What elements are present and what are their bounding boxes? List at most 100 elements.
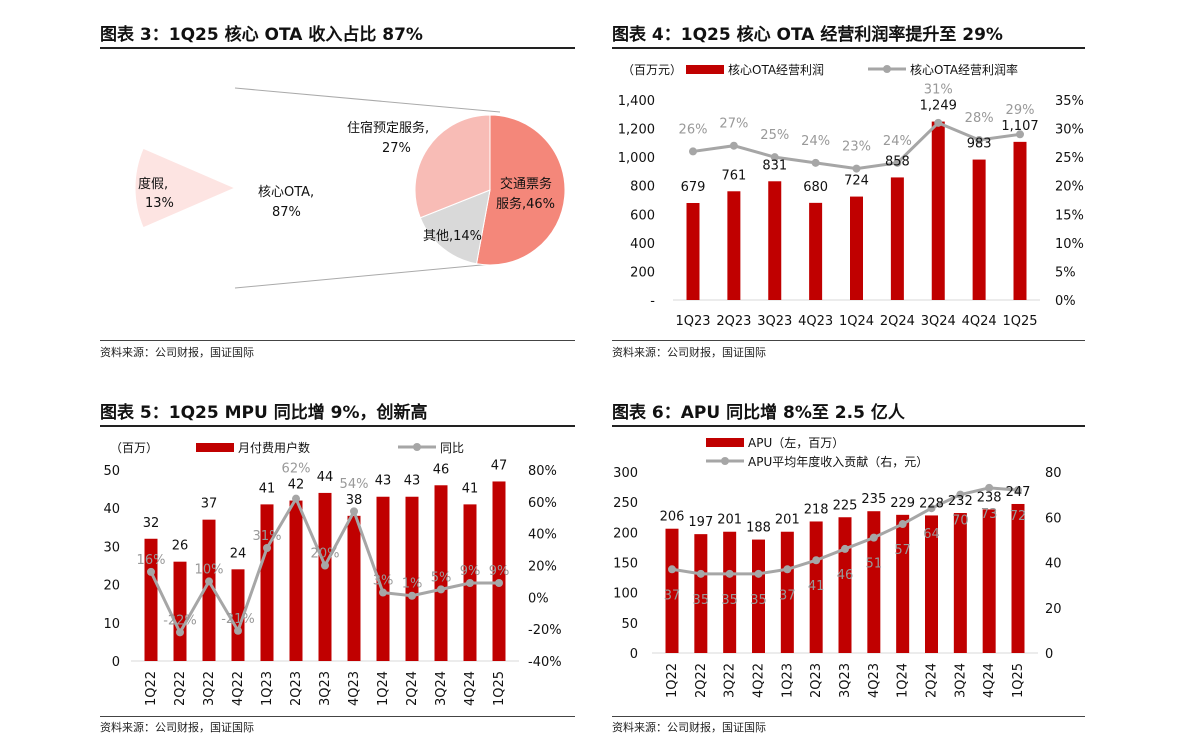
y-right-tick: -40% <box>528 655 562 670</box>
y-right-tick: 25% <box>1055 151 1084 166</box>
bar-data-label: 831 <box>762 158 787 173</box>
line-point <box>841 544 849 553</box>
line-point <box>350 507 358 516</box>
y-left-tick: 250 <box>613 496 638 511</box>
label-transport-pct: 服务,46% <box>496 196 555 212</box>
legend-line-swatch <box>721 457 729 465</box>
y-right-tick: 80 <box>1045 466 1062 481</box>
bar <box>405 496 419 661</box>
connector-line <box>234 263 493 289</box>
bar <box>768 181 782 300</box>
y-left-tick: 0 <box>630 647 638 662</box>
line-data-label: 70 <box>952 514 969 529</box>
bar-data-label: 41 <box>462 481 479 496</box>
line-point <box>811 158 820 167</box>
y-right-tick: 80% <box>528 464 557 479</box>
pie-slice-vacation <box>134 147 237 229</box>
x-tick-label: 3Q24 <box>434 671 449 706</box>
bar <box>318 492 332 661</box>
y-right-tick: 60% <box>528 496 557 511</box>
line-point <box>176 628 184 637</box>
bar-data-label: 206 <box>660 510 685 525</box>
bar <box>347 515 361 661</box>
y-right-tick: 30% <box>1055 123 1084 138</box>
line-data-label: -21% <box>221 612 255 627</box>
bar <box>953 513 967 653</box>
bar <box>202 519 216 661</box>
line-data-label: 25% <box>760 128 789 143</box>
bar-data-label: 679 <box>681 180 706 195</box>
bar-data-label: 232 <box>948 494 973 509</box>
line-data-label: 37 <box>779 588 796 603</box>
line-data-label: 46 <box>837 568 854 583</box>
y-left-tick: 1,200 <box>618 123 655 138</box>
label-vacation-pct: 13% <box>145 196 174 211</box>
y-left-tick: 300 <box>613 466 638 481</box>
bar-data-label: 983 <box>967 137 992 152</box>
x-tick-label: 2Q22 <box>694 663 709 698</box>
y-left-tick: 200 <box>630 265 655 280</box>
line-point <box>985 483 994 492</box>
bar-data-label: 42 <box>288 478 305 493</box>
chart3-title: 图表 3：1Q25 核心 OTA 收入占比 87% <box>100 25 423 45</box>
unit-label: （百万元） <box>622 63 682 77</box>
line-point <box>975 136 984 144</box>
y-right-tick: 0 <box>1045 647 1053 662</box>
y-left-tick: 100 <box>613 587 638 602</box>
x-tick-label: 3Q24 <box>953 663 968 698</box>
line-point <box>869 533 878 542</box>
legend-label: 月付费用户数 <box>238 440 310 455</box>
label-accommodation-pct: 27% <box>382 141 411 156</box>
bar <box>972 159 986 300</box>
line-data-label: 23% <box>842 140 871 155</box>
x-tick-label: 3Q23 <box>318 671 333 706</box>
legend-bar-swatch <box>686 65 724 74</box>
y-left-tick: 1,400 <box>618 94 655 109</box>
line-data-label: 24% <box>883 134 912 149</box>
bar-data-label: 1,107 <box>1001 119 1038 134</box>
y-left-tick: 30 <box>103 540 120 555</box>
bar <box>723 531 737 653</box>
divider <box>612 425 1085 427</box>
x-tick-label: 4Q23 <box>867 663 882 698</box>
bar <box>260 504 274 661</box>
bar-data-label: 238 <box>977 490 1002 505</box>
bar-data-label: 680 <box>803 180 828 195</box>
bar <box>809 202 823 300</box>
x-tick-label: 1Q24 <box>376 671 391 706</box>
bar <box>231 569 245 661</box>
bar-data-label: 201 <box>775 513 800 528</box>
line-point <box>754 569 763 578</box>
line-point <box>852 164 861 173</box>
bar-data-label: 26 <box>172 539 189 554</box>
bar <box>376 496 390 661</box>
divider <box>100 716 575 717</box>
line-point <box>437 585 445 594</box>
bar <box>809 521 823 653</box>
y-right-tick: 20% <box>1055 180 1084 195</box>
line-point <box>668 565 676 574</box>
bar-data-label: 247 <box>1006 485 1031 500</box>
x-tick-label: 2Q24 <box>405 671 420 706</box>
y-left-tick: 150 <box>613 557 638 572</box>
bar <box>1013 141 1027 300</box>
bar-data-label: 225 <box>833 498 858 513</box>
label-accommodation: 住宿预定服务, <box>347 120 429 136</box>
line-point <box>1014 486 1022 495</box>
line-point <box>770 153 779 162</box>
line-data-label: 31% <box>924 83 953 98</box>
line-data-label: -22% <box>163 613 197 628</box>
line-data-label: 24% <box>801 134 830 149</box>
label-transport: 交通票务 <box>500 176 552 192</box>
y-right-tick: 60 <box>1045 511 1062 526</box>
line-data-label: 16% <box>137 553 166 568</box>
x-tick-label: 3Q23 <box>757 314 792 329</box>
x-tick-label: 1Q24 <box>839 314 874 329</box>
line-data-label: 9% <box>460 564 481 579</box>
bar <box>492 481 506 661</box>
line-point <box>812 556 821 565</box>
divider <box>100 425 575 427</box>
line-data-label: 29% <box>1006 103 1035 118</box>
line-point <box>893 158 902 167</box>
bar <box>727 191 741 300</box>
